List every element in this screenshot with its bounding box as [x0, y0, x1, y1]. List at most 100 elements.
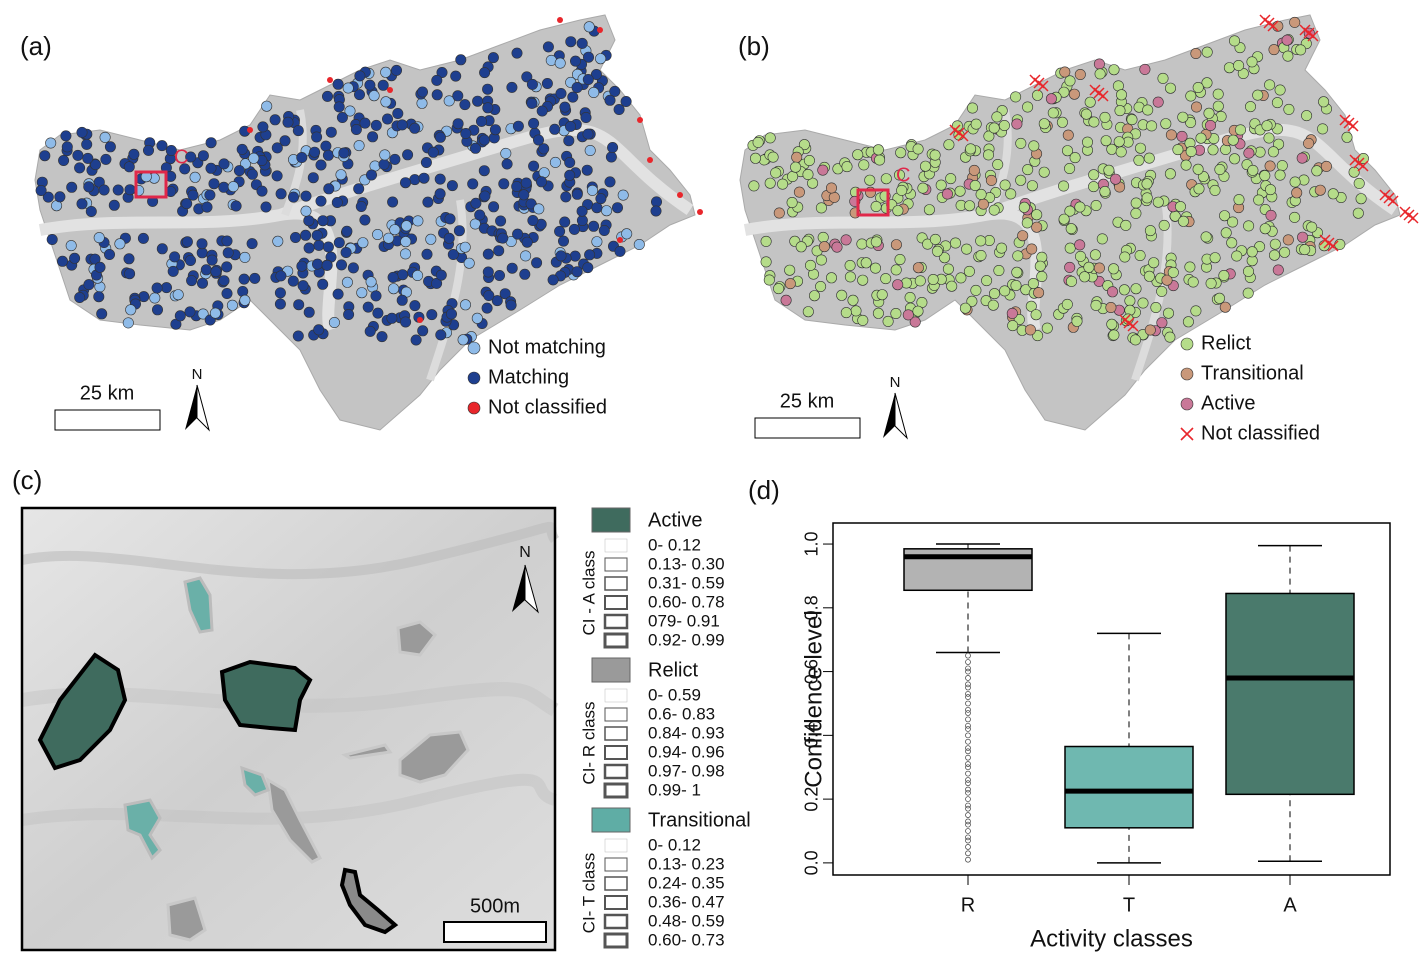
landform-dot [580, 112, 592, 124]
landform-dot [1005, 188, 1017, 200]
landform-dot [999, 179, 1011, 191]
landform-dot [292, 125, 304, 137]
outlier [965, 706, 971, 713]
landform-dot [218, 158, 230, 170]
landform-dot [204, 189, 216, 201]
class-swatch [603, 613, 629, 630]
landform-dot [303, 306, 315, 318]
landform-dot [1201, 46, 1213, 58]
outlier [965, 659, 971, 665]
landform-dot [431, 277, 443, 289]
landform-dot [1214, 164, 1226, 176]
landform-dot [1129, 334, 1141, 346]
landform-dot [482, 248, 494, 260]
landform-dot [1200, 231, 1212, 243]
landform-dot [591, 236, 603, 248]
landform-dot [1301, 110, 1313, 122]
landform-dot [353, 140, 365, 152]
landform-dot [929, 233, 941, 245]
class-swatch [603, 782, 629, 799]
landform-dot [307, 172, 319, 184]
landform-dot [844, 271, 856, 283]
landform-dot [271, 142, 283, 154]
unclassified-cross [1307, 30, 1319, 42]
landform-dot [857, 274, 869, 286]
landform-dot [977, 198, 989, 210]
landform-dot [963, 265, 975, 277]
landform-dot [1108, 263, 1120, 275]
unclassified-cross [1357, 160, 1369, 172]
landform-dot [470, 197, 482, 209]
landform-dot [501, 158, 513, 170]
landform-dot [269, 114, 281, 126]
landform-dot [803, 155, 815, 167]
landform-dot [239, 251, 251, 263]
landform-dot [1100, 135, 1112, 147]
transitional-polygons [123, 576, 270, 861]
outlier [965, 777, 971, 783]
landform-dot [1261, 120, 1273, 132]
landform-dot [380, 96, 392, 108]
landform-dot [1185, 146, 1197, 158]
landform-dot [1167, 266, 1179, 278]
landform-dot [1274, 169, 1286, 181]
polygon [183, 576, 214, 634]
landform-dot [293, 299, 305, 311]
landform-dot [802, 306, 814, 318]
landform-dot [882, 315, 894, 327]
landform-dot [549, 123, 561, 135]
landform-dot [1218, 269, 1230, 281]
landform-dot [538, 143, 550, 155]
legend-swatch [591, 507, 631, 533]
landform-dot [416, 86, 428, 98]
landform-dot [412, 269, 424, 281]
landform-dot [576, 205, 588, 217]
landform-dot [94, 261, 106, 273]
landform-dot [221, 235, 233, 247]
landform-dot [633, 239, 645, 251]
outlier [965, 844, 971, 850]
polygon [341, 743, 393, 760]
landform-dot [323, 183, 335, 195]
landform-dot [844, 259, 856, 271]
landform-dot [96, 308, 108, 320]
landform-dot [218, 275, 230, 287]
landform-dot [1058, 86, 1070, 98]
landform-dot [1192, 163, 1204, 175]
landform-dot [197, 277, 209, 289]
class-label: 0.94- 0.96 [648, 742, 725, 761]
landform-dot [74, 291, 86, 303]
landform-dot [325, 126, 337, 138]
class-swatch [604, 557, 628, 572]
landform-dot [1074, 201, 1086, 213]
landform-dot [1297, 231, 1309, 243]
landform-dot [409, 174, 421, 186]
landform-dot [1080, 108, 1092, 120]
landform-dot [201, 201, 213, 213]
landform-dot [338, 147, 350, 159]
landform-dot [959, 302, 971, 314]
landform-dot [609, 85, 621, 97]
outlier [965, 780, 971, 787]
landform-dot [359, 117, 371, 129]
legend-marker [467, 371, 481, 385]
landform-dot [564, 169, 576, 181]
landform-dot [890, 264, 902, 276]
landform-dot [1264, 79, 1276, 91]
landform-dot [1317, 123, 1329, 135]
landform-dot [1314, 184, 1326, 196]
landform-dot [333, 237, 345, 249]
class-swatch [604, 876, 628, 891]
landform-dot [1010, 91, 1022, 103]
unclassified-dot [387, 87, 393, 93]
outlier [965, 802, 971, 809]
landform-dot [1065, 223, 1077, 235]
class-label: 0.60- 0.73 [648, 930, 725, 949]
landform-dot [499, 288, 511, 300]
outlier [965, 748, 971, 755]
outlier [965, 761, 971, 767]
landform-dot [399, 177, 411, 189]
landform-dot [296, 152, 308, 164]
landform-dot [1141, 178, 1153, 190]
map-panel_b [739, 14, 1419, 431]
